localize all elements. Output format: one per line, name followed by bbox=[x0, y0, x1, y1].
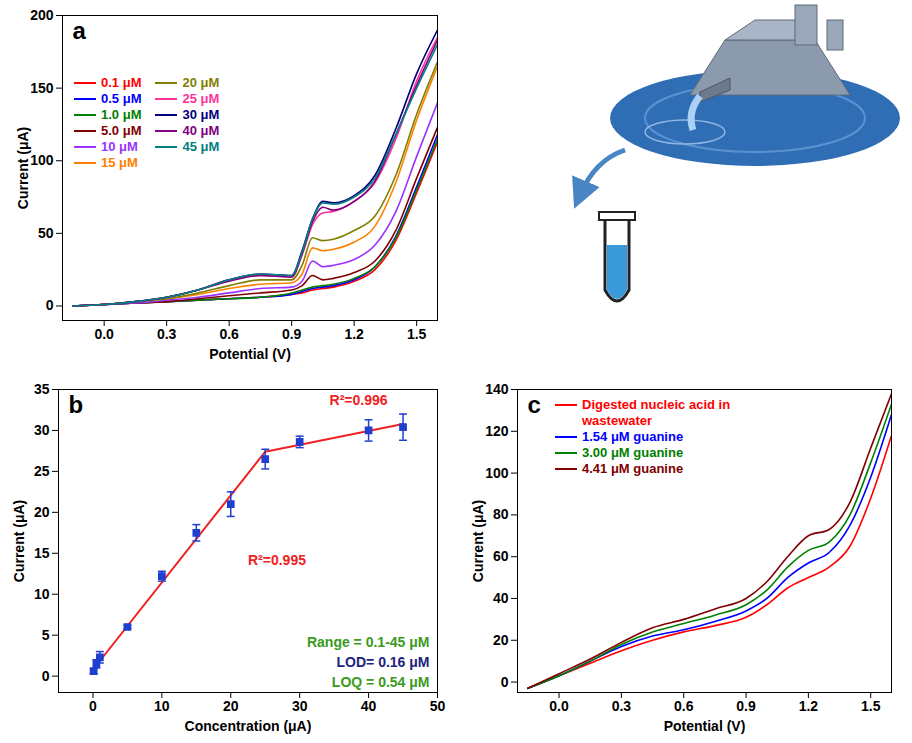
svg-text:80: 80 bbox=[493, 506, 509, 522]
svg-text:15: 15 bbox=[34, 545, 50, 561]
html-text:45 μM: 45 μM bbox=[182, 139, 220, 154]
svg-text:0.6: 0.6 bbox=[219, 326, 239, 342]
html-text:0.1 μM: 0.1 μM bbox=[101, 75, 142, 90]
svg-text:25: 25 bbox=[34, 463, 50, 479]
html-text:5.0 μM: 5.0 μM bbox=[101, 123, 142, 138]
html-text:10 μM: 10 μM bbox=[101, 139, 138, 154]
html-text:25 μM: 25 μM bbox=[182, 91, 220, 106]
svg-text:50: 50 bbox=[38, 225, 54, 241]
svg-text:10: 10 bbox=[154, 698, 170, 714]
html-text:20 μM: 20 μM bbox=[182, 75, 220, 90]
svg-text:LOD= 0.16 μM: LOD= 0.16 μM bbox=[337, 654, 430, 670]
svg-text:1.2: 1.2 bbox=[344, 326, 364, 342]
svg-text:140: 140 bbox=[485, 381, 509, 397]
svg-text:b: b bbox=[69, 391, 84, 418]
svg-text:Potential (V): Potential (V) bbox=[664, 718, 746, 734]
html-text:Digested nucleic acid in waste: Digested nucleic acid in wastewater bbox=[582, 397, 731, 428]
svg-text:Current (μA): Current (μA) bbox=[15, 127, 31, 209]
svg-text:100: 100 bbox=[30, 152, 54, 168]
svg-text:50: 50 bbox=[430, 698, 446, 714]
html-text:30 μM: 30 μM bbox=[182, 107, 220, 122]
html-text:4.41 μM guanine: 4.41 μM guanine bbox=[582, 461, 684, 476]
svg-text:40: 40 bbox=[361, 698, 377, 714]
svg-text:0: 0 bbox=[501, 674, 509, 690]
svg-text:20: 20 bbox=[223, 698, 239, 714]
html-text:0.5 μM: 0.5 μM bbox=[101, 91, 142, 106]
svg-text:Range = 0.1-45 μM: Range = 0.1-45 μM bbox=[307, 634, 430, 650]
svg-text:R²=0.995: R²=0.995 bbox=[248, 552, 306, 568]
html-text:15 μM: 15 μM bbox=[101, 155, 138, 170]
html-text:1.0 μM: 1.0 μM bbox=[101, 107, 142, 122]
svg-text:0.0: 0.0 bbox=[94, 326, 114, 342]
svg-text:Current (μA): Current (μA) bbox=[470, 500, 486, 582]
svg-text:100: 100 bbox=[485, 465, 509, 481]
svg-text:R²=0.996: R²=0.996 bbox=[330, 392, 388, 408]
svg-text:0: 0 bbox=[42, 668, 50, 684]
svg-text:0.0: 0.0 bbox=[549, 698, 569, 714]
svg-text:c: c bbox=[528, 391, 541, 418]
svg-text:0: 0 bbox=[46, 297, 54, 313]
svg-text:10: 10 bbox=[34, 586, 50, 602]
svg-text:60: 60 bbox=[493, 548, 509, 564]
svg-text:0.3: 0.3 bbox=[612, 698, 632, 714]
html-text:1.54 μM guanine: 1.54 μM guanine bbox=[582, 429, 684, 444]
svg-text:20: 20 bbox=[34, 504, 50, 520]
svg-text:40: 40 bbox=[493, 590, 509, 606]
svg-text:Current (μA): Current (μA) bbox=[11, 500, 27, 582]
svg-text:0.3: 0.3 bbox=[157, 326, 177, 342]
svg-text:1.5: 1.5 bbox=[407, 326, 427, 342]
svg-text:120: 120 bbox=[485, 423, 509, 439]
svg-text:30: 30 bbox=[34, 422, 50, 438]
svg-text:LOQ = 0.54 μM: LOQ = 0.54 μM bbox=[332, 674, 430, 690]
html-text:40 μM: 40 μM bbox=[182, 123, 220, 138]
svg-text:a: a bbox=[73, 17, 87, 44]
svg-text:0.6: 0.6 bbox=[674, 698, 694, 714]
svg-text:150: 150 bbox=[30, 80, 54, 96]
svg-text:20: 20 bbox=[493, 632, 509, 648]
html-text:3.00 μM guanine: 3.00 μM guanine bbox=[582, 445, 684, 460]
svg-text:0.9: 0.9 bbox=[736, 698, 756, 714]
svg-text:1.2: 1.2 bbox=[799, 698, 819, 714]
svg-text:200: 200 bbox=[30, 7, 54, 23]
svg-text:35: 35 bbox=[34, 381, 50, 397]
svg-text:Potential (V): Potential (V) bbox=[209, 346, 291, 362]
svg-text:0: 0 bbox=[89, 698, 97, 714]
svg-text:30: 30 bbox=[292, 698, 308, 714]
svg-text:0.9: 0.9 bbox=[282, 326, 302, 342]
svg-text:Concentration (μA): Concentration (μA) bbox=[185, 718, 312, 734]
svg-text:5: 5 bbox=[42, 627, 50, 643]
svg-text:1.5: 1.5 bbox=[861, 698, 881, 714]
